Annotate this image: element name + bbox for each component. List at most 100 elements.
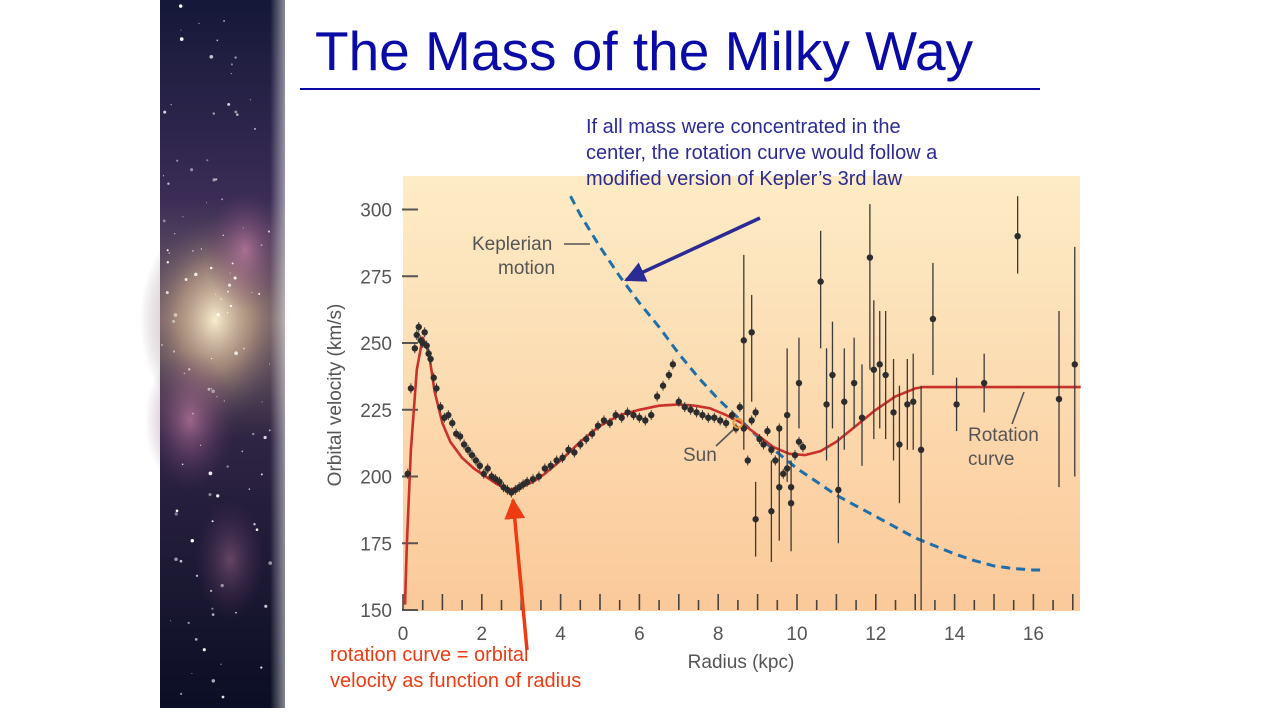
data-point: [817, 278, 824, 285]
y-tick-label: 275: [360, 267, 392, 288]
star-dot: [260, 666, 263, 669]
data-point: [675, 398, 682, 405]
data-point: [476, 462, 484, 470]
data-point: [553, 457, 560, 464]
star-dot: [221, 198, 224, 201]
data-point: [624, 409, 631, 416]
star-dot: [170, 103, 172, 106]
star-dot: [190, 168, 194, 172]
data-point: [783, 411, 791, 419]
star-dot: [211, 520, 214, 523]
star-dot: [253, 522, 256, 526]
data-point: [890, 409, 897, 416]
data-point: [594, 422, 602, 429]
data-point: [980, 379, 988, 387]
star-dot: [209, 266, 213, 270]
data-point: [736, 403, 744, 411]
star-dot: [173, 233, 176, 235]
star-dot: [181, 463, 184, 466]
star-dot: [192, 413, 194, 415]
data-point: [772, 457, 779, 464]
star-dot: [267, 230, 271, 233]
data-point: [636, 414, 643, 421]
rotation-curve-label: Rotation: [968, 425, 1039, 446]
data-point: [740, 337, 748, 344]
star-dot: [234, 56, 237, 59]
data-point: [693, 409, 700, 416]
data-point: [705, 414, 712, 421]
star-dot: [227, 283, 232, 287]
star-dot: [211, 607, 214, 610]
keplerian-label-line2: motion: [498, 258, 555, 279]
star-dot: [212, 178, 216, 182]
data-point: [896, 441, 903, 448]
star-dot: [172, 319, 176, 323]
data-point: [445, 411, 452, 419]
star-dot: [198, 22, 200, 24]
data-point: [740, 425, 748, 432]
star-dot: [220, 663, 222, 665]
star-dot: [260, 473, 263, 476]
star-dot: [179, 4, 183, 8]
data-point: [642, 417, 649, 424]
data-point: [648, 411, 655, 419]
data-point: [480, 470, 487, 478]
data-point: [411, 345, 419, 352]
star-dot: [241, 450, 244, 453]
data-point: [787, 483, 795, 491]
page-title: The Mass of the Milky Way: [315, 20, 974, 82]
star-dot: [174, 512, 178, 516]
data-point: [748, 417, 755, 424]
data-point: [659, 382, 667, 389]
data-point: [433, 385, 440, 392]
star-dot: [194, 638, 198, 641]
title-underline: [300, 88, 1040, 90]
star-dot: [226, 465, 229, 468]
data-point: [760, 441, 767, 448]
data-point: [541, 465, 549, 472]
rotation-curve-label-leader: [1011, 391, 1025, 425]
x-tick-label: 14: [944, 624, 966, 645]
star-dot: [172, 350, 176, 353]
star-dot: [206, 202, 207, 204]
data-point: [768, 508, 775, 515]
data-point: [535, 473, 543, 480]
star-dot: [191, 249, 194, 252]
star-dot: [210, 357, 213, 360]
star-dot: [187, 368, 191, 371]
star-dot: [242, 227, 244, 229]
star-dot: [235, 611, 237, 614]
x-tick-label: 0: [398, 624, 409, 645]
star-dot: [229, 272, 231, 274]
star-dot: [199, 444, 202, 446]
data-point: [529, 475, 537, 483]
data-point: [496, 478, 503, 486]
star-dot: [261, 401, 263, 403]
data-point: [430, 374, 437, 381]
data-point: [464, 446, 472, 453]
star-dot: [249, 98, 252, 101]
galaxy-image-strip: [140, 0, 300, 720]
star-dot: [209, 54, 214, 59]
data-point: [716, 417, 724, 424]
star-dot: [216, 39, 219, 42]
star-dot: [187, 621, 190, 625]
star-dot: [263, 435, 267, 440]
star-dot: [220, 583, 224, 588]
star-dot: [173, 313, 178, 317]
data-point: [870, 366, 878, 373]
data-point: [618, 414, 625, 421]
data-point: [571, 449, 578, 456]
x-tick-label: 12: [865, 624, 886, 645]
data-point: [953, 401, 960, 408]
data-point: [460, 441, 468, 448]
data-point: [722, 419, 730, 427]
star-dot: [221, 695, 225, 699]
star-dot: [200, 248, 203, 250]
data-point: [523, 478, 531, 486]
y-tick-label: 300: [360, 201, 392, 222]
star-dot: [169, 620, 172, 622]
data-point: [752, 409, 759, 416]
star-dot: [215, 178, 218, 181]
sun-marker: [732, 417, 744, 429]
